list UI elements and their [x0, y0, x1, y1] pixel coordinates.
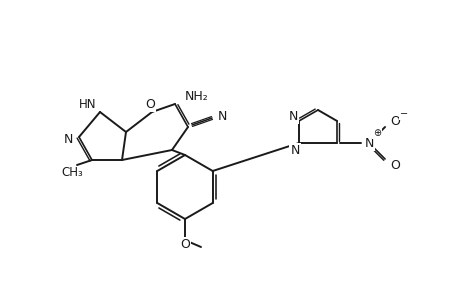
- Text: N: N: [290, 143, 299, 157]
- Text: O: O: [389, 115, 399, 128]
- Text: HN: HN: [79, 98, 96, 110]
- Text: O: O: [179, 238, 190, 250]
- Text: N: N: [364, 136, 373, 149]
- Text: ⊕: ⊕: [372, 128, 381, 138]
- Text: CH₃: CH₃: [61, 167, 83, 179]
- Text: N: N: [217, 110, 226, 122]
- Text: N: N: [288, 110, 297, 122]
- Text: N: N: [63, 133, 73, 146]
- Text: NH₂: NH₂: [185, 89, 208, 103]
- Text: O: O: [389, 158, 399, 172]
- Text: −: −: [399, 109, 407, 119]
- Text: O: O: [145, 98, 155, 110]
